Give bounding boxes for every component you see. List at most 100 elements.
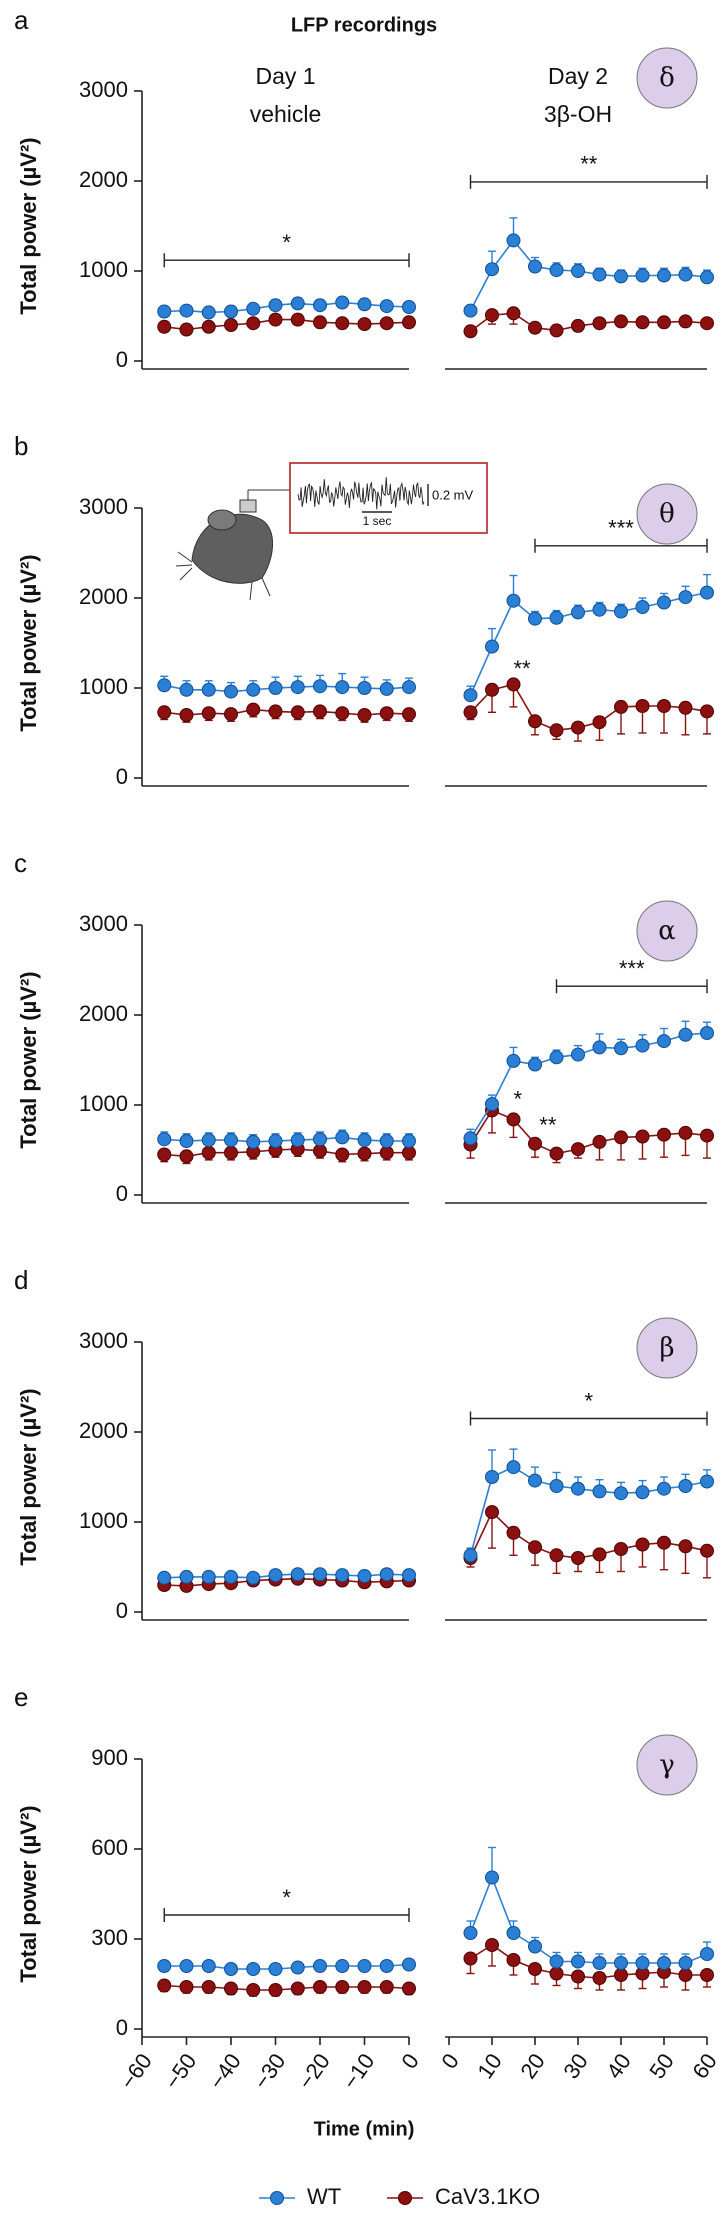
series-line <box>164 318 410 331</box>
data-point <box>635 699 650 713</box>
significance-bracket <box>469 174 708 189</box>
y-tick-label: 0 <box>116 1598 128 1623</box>
data-point <box>201 1959 216 1973</box>
series-line <box>164 1573 410 1579</box>
data-point <box>549 723 564 738</box>
data-point <box>224 318 238 332</box>
data-point <box>268 312 283 327</box>
data-point <box>657 1034 671 1049</box>
data-point <box>571 1481 585 1496</box>
data-point <box>290 705 305 720</box>
data-point <box>506 1926 521 1940</box>
data-point <box>700 704 714 719</box>
y-tick-label: 0 <box>116 764 128 789</box>
data-point <box>201 1133 216 1148</box>
data-point <box>335 1147 350 1162</box>
data-point <box>485 639 499 654</box>
series-line <box>164 1136 409 1143</box>
series-line <box>469 1510 708 1559</box>
data-point <box>201 1145 216 1160</box>
data-point <box>635 1038 650 1053</box>
data-point <box>592 715 607 730</box>
data-point <box>357 708 372 722</box>
data-point <box>357 1569 372 1583</box>
data-point <box>463 1926 478 1940</box>
x-tick-label: 40 <box>601 2049 636 2083</box>
series-line <box>469 1875 708 1964</box>
y-tick-label: 2000 <box>79 167 128 192</box>
y-tick-label: 0 <box>116 2015 128 2040</box>
data-point <box>379 316 394 331</box>
data-point <box>549 1050 564 1065</box>
scale-amplitude: 0.2 mV <box>432 487 474 502</box>
significance-label: ** <box>580 152 598 177</box>
y-tick-label: 1000 <box>79 257 128 282</box>
data-point <box>402 1568 416 1583</box>
symbol-badge <box>636 900 698 962</box>
data-point <box>224 1981 238 1996</box>
data-point <box>379 1959 394 1973</box>
inset-frame <box>289 462 488 534</box>
series-line <box>469 239 708 311</box>
data-point <box>700 1128 714 1143</box>
y-tick-label: 1000 <box>79 674 128 699</box>
data-point <box>700 1026 714 1040</box>
data-point <box>157 1570 172 1585</box>
data-point <box>549 323 564 338</box>
series-line <box>164 1577 410 1587</box>
data-point <box>335 316 350 331</box>
x-tick-label: −40 <box>204 2049 246 2094</box>
data-point <box>635 1956 650 1970</box>
panel-letter: b <box>14 431 28 461</box>
panel-letter: c <box>14 848 27 878</box>
data-point <box>402 707 416 722</box>
y-axis-title: Total power (µV²) <box>16 554 41 731</box>
x-tick-label: −50 <box>159 2049 201 2094</box>
data-point <box>678 267 693 282</box>
significance-bracket <box>469 1411 708 1426</box>
data-point <box>528 1540 542 1555</box>
data-point <box>335 706 350 721</box>
significance-label: *** <box>608 516 634 541</box>
symbol-badge <box>636 1734 698 1796</box>
data-point <box>268 1134 283 1148</box>
y-tick-label: 1000 <box>79 1091 128 1116</box>
data-point <box>571 1142 585 1157</box>
data-point <box>402 1134 416 1148</box>
data-point <box>635 315 650 330</box>
data-point <box>700 1474 714 1489</box>
significance-bracket <box>534 538 708 553</box>
data-point <box>571 264 585 278</box>
data-point <box>157 304 172 319</box>
data-point <box>614 1486 628 1501</box>
band-symbol: α <box>658 916 676 946</box>
y-tick-label: 3000 <box>79 77 128 102</box>
data-point <box>357 1959 372 1973</box>
data-point <box>635 600 650 614</box>
x-tick-label: −60 <box>115 2049 157 2094</box>
data-point <box>700 585 714 600</box>
data-point <box>592 1956 607 1970</box>
data-point <box>592 1484 607 1499</box>
data-point <box>592 1040 607 1055</box>
data-point <box>201 1980 216 1994</box>
lfp-trace <box>297 477 425 510</box>
data-point <box>678 314 693 329</box>
data-point <box>614 1956 628 1970</box>
y-tick-label: 600 <box>91 1835 128 1860</box>
data-point <box>571 1969 585 1984</box>
series-line <box>470 312 708 332</box>
x-tick-label: −10 <box>337 2049 379 2094</box>
data-point <box>485 1097 499 1112</box>
data-point <box>157 1978 172 1993</box>
data-point <box>528 714 542 729</box>
data-point <box>549 1966 564 1981</box>
data-point <box>157 1959 172 1973</box>
data-point <box>485 1870 499 1885</box>
data-point <box>246 301 261 316</box>
data-point <box>313 298 327 313</box>
y-axis-title: Total power (µV²) <box>16 971 41 1148</box>
data-point <box>549 1146 564 1161</box>
data-point <box>268 681 283 695</box>
data-point <box>592 1547 607 1562</box>
